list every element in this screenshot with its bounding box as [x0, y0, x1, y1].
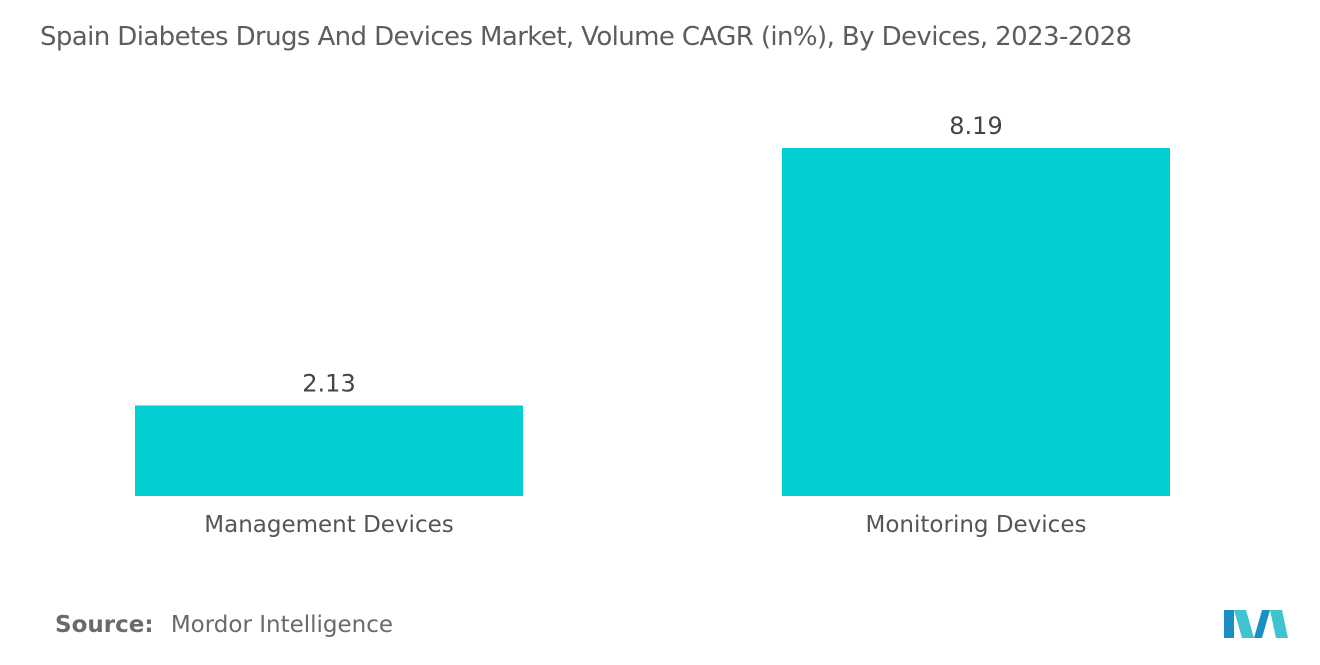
- bar-chart: 2.13 Management Devices 8.19 Monitoring Dev…: [135, 112, 1170, 538]
- category-label: Management Devices: [204, 512, 453, 538]
- category-label: Monitoring Devices: [866, 512, 1087, 538]
- bar-monitoring-devices: [782, 147, 1170, 497]
- chart-title: Spain Diabetes Drugs And Devices Market,…: [40, 22, 1132, 52]
- source-note: Source: Mordor Intelligence: [55, 612, 393, 638]
- mordor-intelligence-logo-icon: [1224, 610, 1288, 638]
- source-label: Source:: [55, 612, 154, 638]
- value-label: 8.19: [949, 112, 1002, 140]
- source-value: Mordor Intelligence: [170, 612, 394, 638]
- value-label: 2.13: [302, 369, 355, 397]
- bar-management-devices: [135, 405, 523, 496]
